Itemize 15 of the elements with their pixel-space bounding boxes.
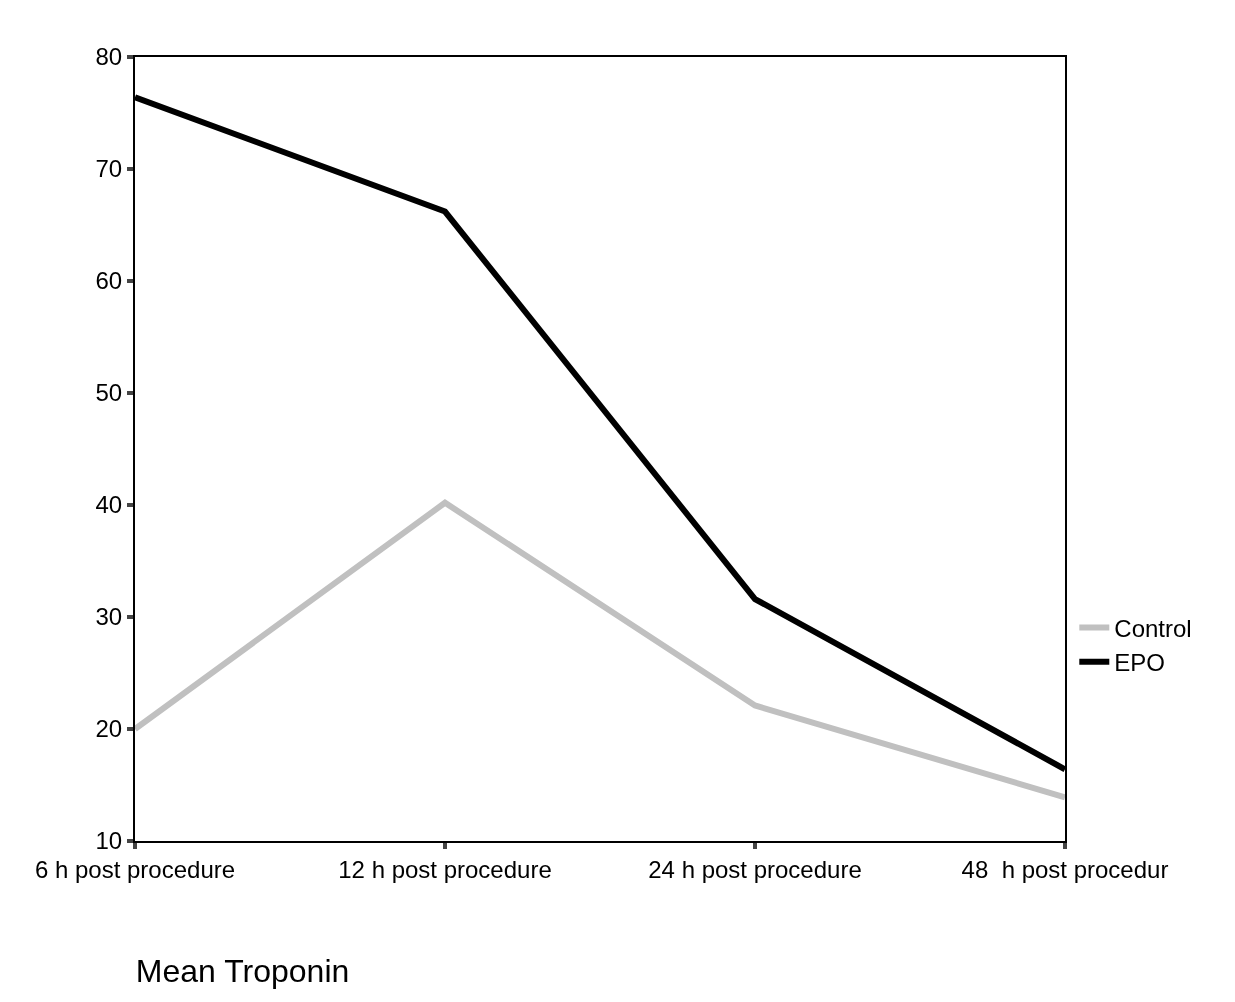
x-tick-label: 48 h post procedur	[961, 855, 1169, 883]
y-tick-label: 70	[95, 155, 123, 183]
y-tick-label: 10	[95, 827, 123, 855]
y-tick-label: 80	[95, 43, 123, 71]
y-tick-label: 30	[95, 603, 123, 631]
y-tick-label: 40	[95, 491, 123, 519]
y-tick-label: 60	[95, 267, 123, 295]
x-tick-label: 12 h post procedure	[338, 855, 552, 883]
y-tick-label: 50	[95, 379, 123, 407]
x-tick-label: 6 h post procedure	[34, 855, 236, 883]
legend-label: EPO	[1114, 649, 1165, 677]
legend-label: Control	[1114, 614, 1192, 642]
y-tick-label: 20	[95, 715, 123, 743]
text: Mean Troponin	[135, 952, 350, 989]
x-tick-label: 24 h post procedure	[648, 855, 862, 883]
